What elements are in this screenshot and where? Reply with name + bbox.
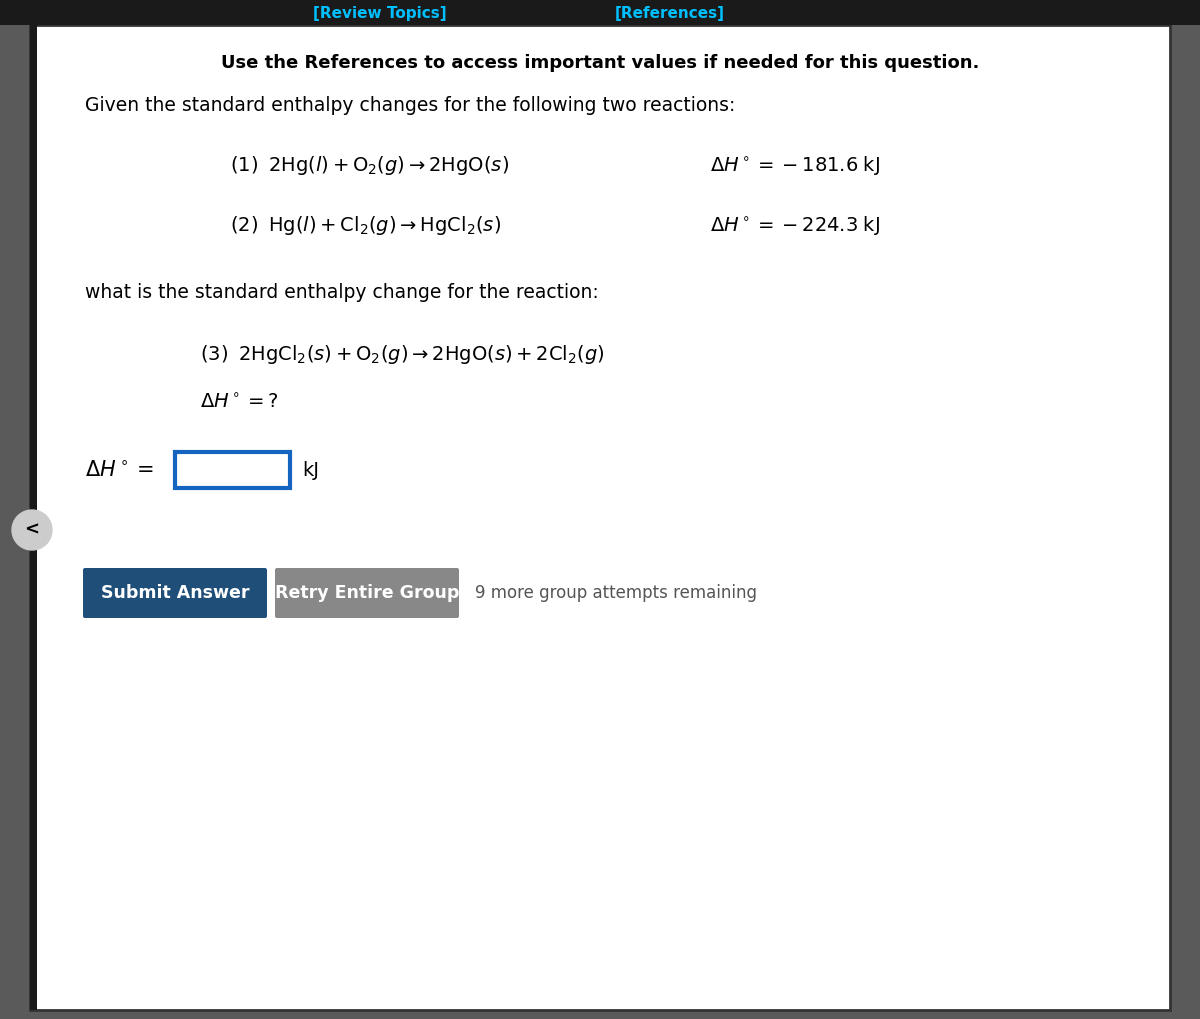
Text: $\Delta H^\circ = -224.3\; \mathrm{kJ}$: $\Delta H^\circ = -224.3\; \mathrm{kJ}$ bbox=[710, 214, 880, 236]
Text: [Review Topics]: [Review Topics] bbox=[313, 5, 446, 20]
Text: kJ: kJ bbox=[302, 461, 319, 480]
FancyBboxPatch shape bbox=[0, 0, 1200, 25]
Text: [References]: [References] bbox=[616, 5, 725, 20]
Text: $(3)\;\; \mathrm{2HgCl_2}(s) + \mathrm{O_2}(g) \rightarrow \mathrm{2HgO}(s) + \m: $(3)\;\; \mathrm{2HgCl_2}(s) + \mathrm{O… bbox=[200, 343, 605, 367]
Text: $\Delta H^\circ = -181.6\; \mathrm{kJ}$: $\Delta H^\circ = -181.6\; \mathrm{kJ}$ bbox=[710, 154, 880, 176]
FancyBboxPatch shape bbox=[30, 25, 1170, 1010]
Text: <: < bbox=[24, 521, 40, 539]
Text: $\Delta H^\circ =$: $\Delta H^\circ =$ bbox=[85, 460, 154, 480]
Text: Submit Answer: Submit Answer bbox=[101, 584, 250, 602]
Text: Retry Entire Group: Retry Entire Group bbox=[275, 584, 460, 602]
FancyBboxPatch shape bbox=[275, 568, 458, 618]
Text: what is the standard enthalpy change for the reaction:: what is the standard enthalpy change for… bbox=[85, 283, 599, 303]
FancyBboxPatch shape bbox=[30, 25, 37, 1010]
FancyBboxPatch shape bbox=[175, 452, 290, 488]
Text: 9 more group attempts remaining: 9 more group attempts remaining bbox=[475, 584, 757, 602]
Text: Use the References to access important values if needed for this question.: Use the References to access important v… bbox=[221, 54, 979, 72]
Text: Given the standard enthalpy changes for the following two reactions:: Given the standard enthalpy changes for … bbox=[85, 96, 736, 114]
Text: $(1)\;\; \mathrm{2Hg}(\mathit{l}) + \mathrm{O_2}(g) \rightarrow \mathrm{2HgO}(s): $(1)\;\; \mathrm{2Hg}(\mathit{l}) + \mat… bbox=[230, 154, 509, 176]
Text: $(2)\;\; \mathrm{Hg}(\mathit{l}) + \mathrm{Cl_2}(g) \rightarrow \mathrm{HgCl_2}(: $(2)\;\; \mathrm{Hg}(\mathit{l}) + \math… bbox=[230, 214, 502, 236]
Circle shape bbox=[12, 510, 52, 550]
FancyBboxPatch shape bbox=[83, 568, 266, 618]
Text: $\Delta H^\circ =?$: $\Delta H^\circ =?$ bbox=[200, 393, 278, 413]
